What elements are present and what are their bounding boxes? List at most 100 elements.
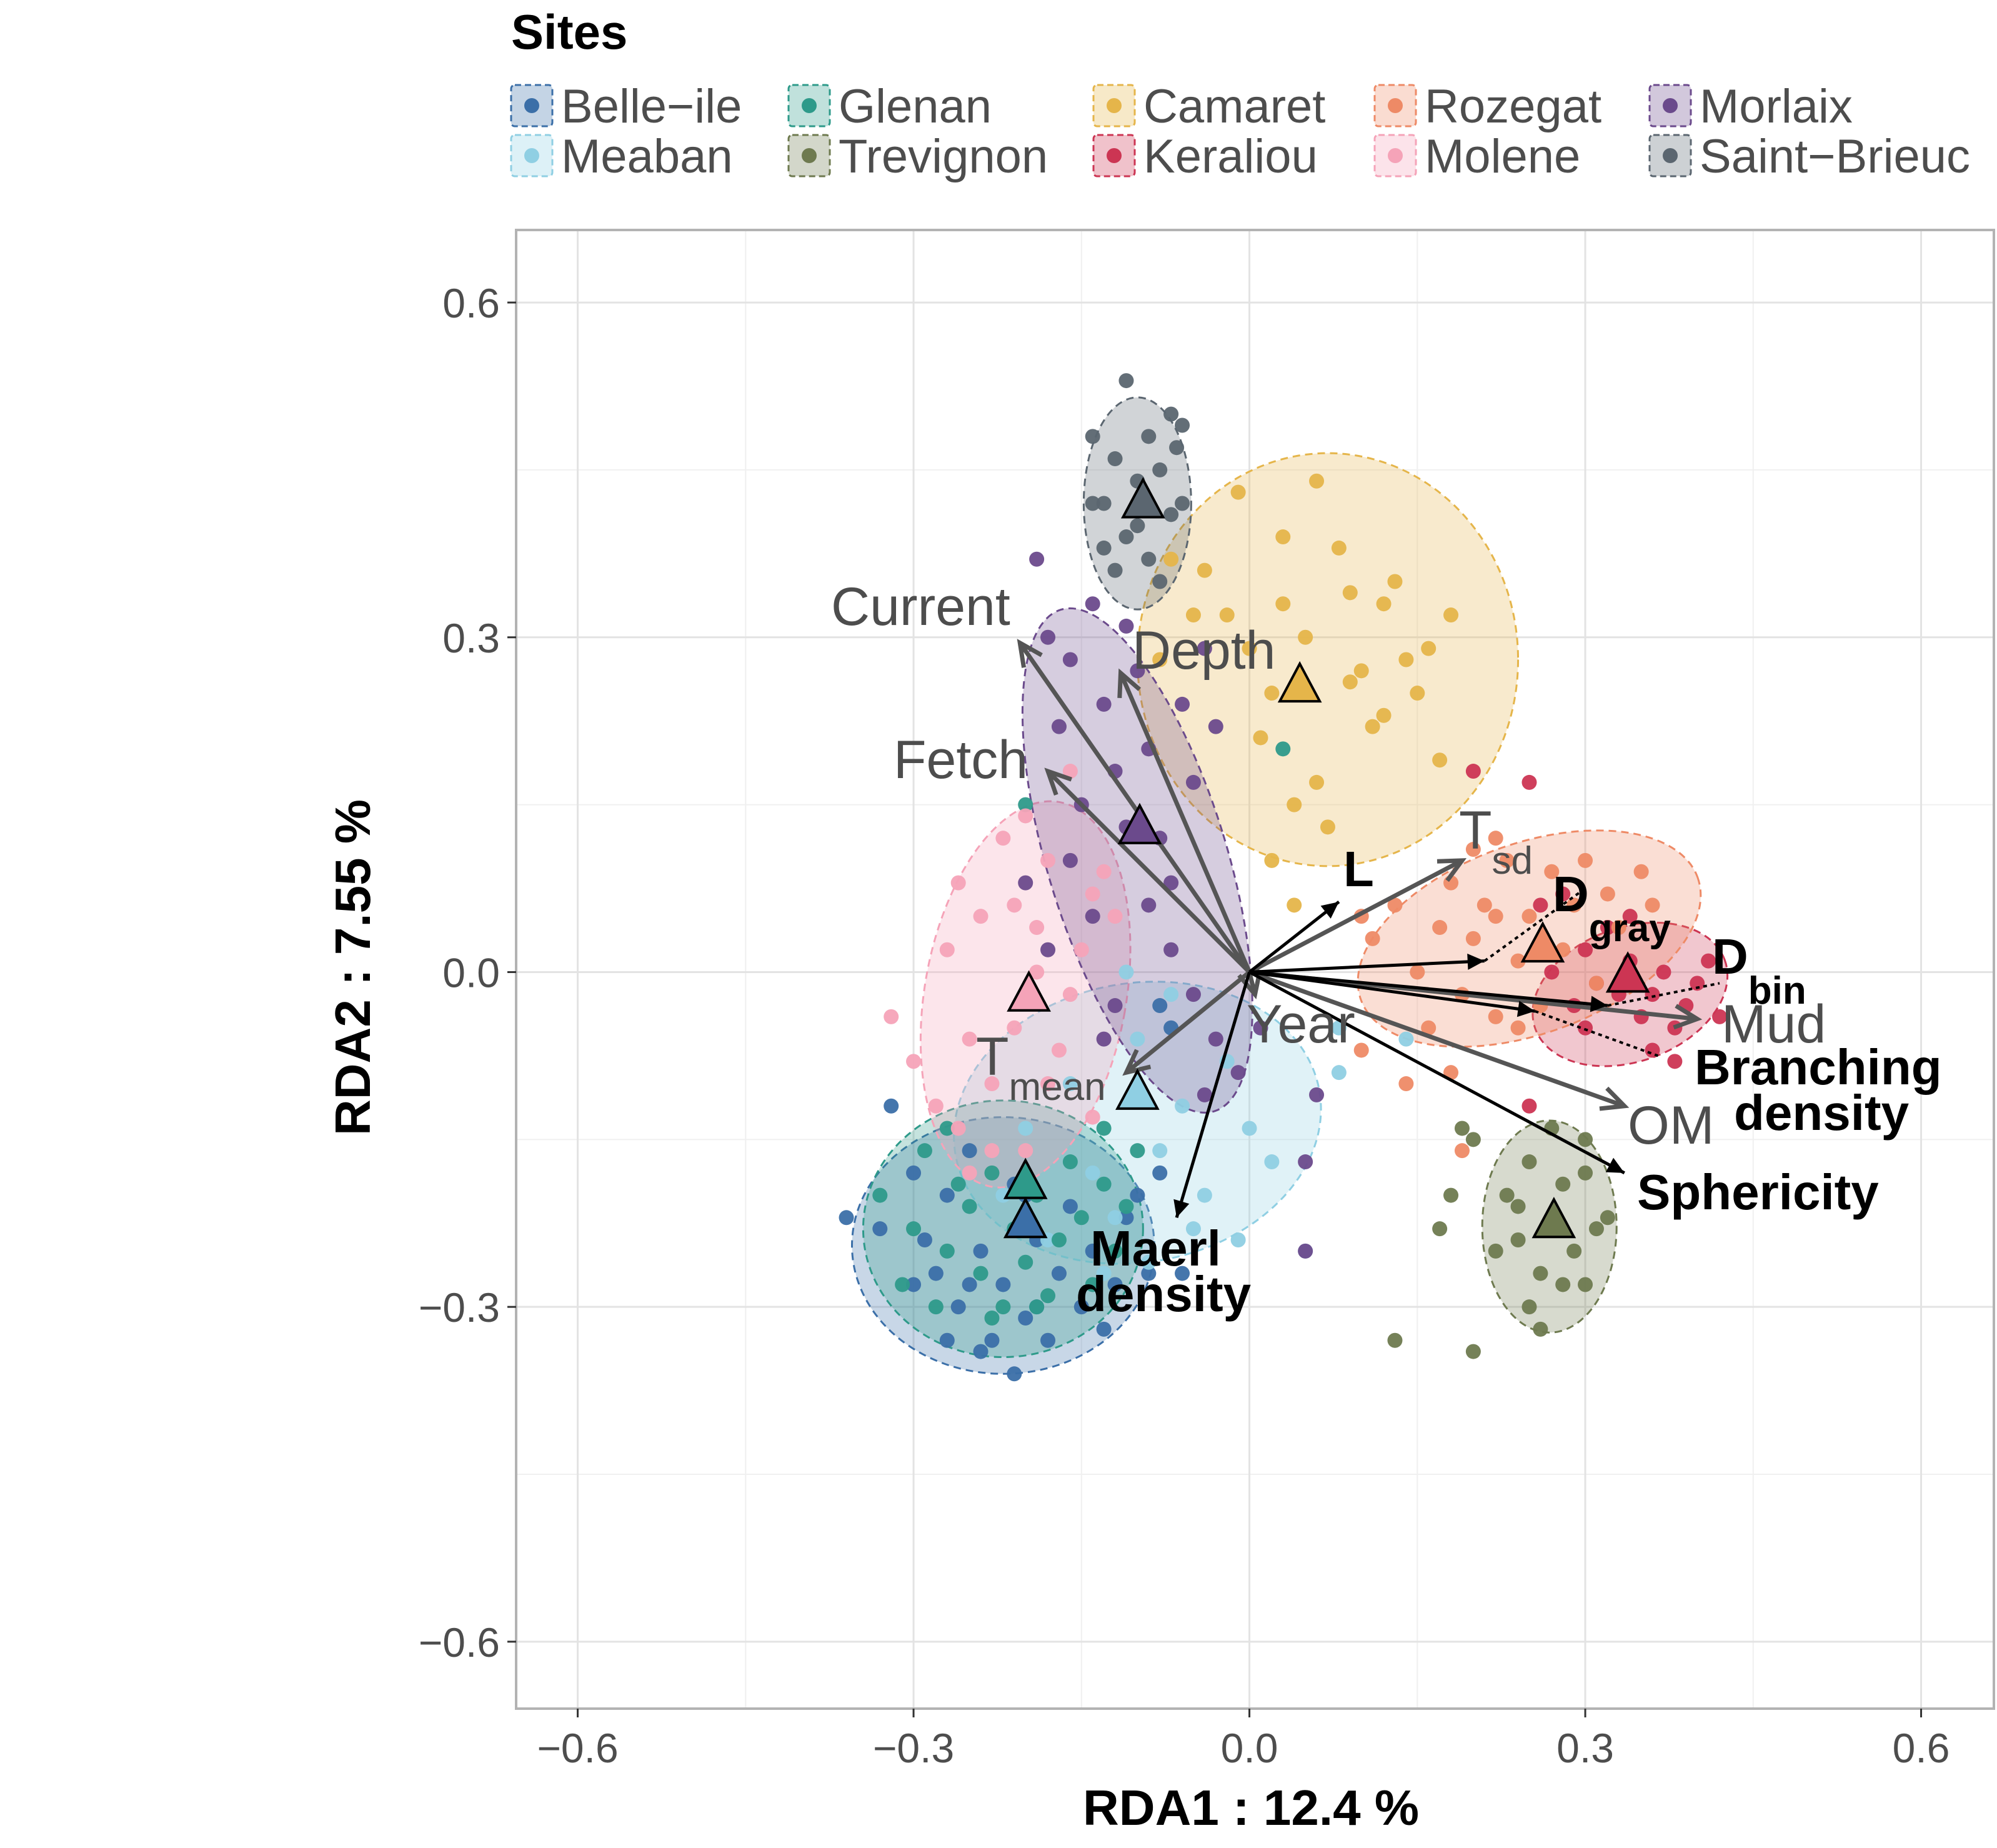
point-Camaret: [1387, 574, 1403, 589]
point-Belle−ile: [917, 1232, 932, 1248]
point-Molene: [939, 942, 955, 957]
point-Trevignon: [1566, 1243, 1582, 1259]
vector-label-Fetch: Fetch: [894, 730, 1028, 790]
point-Rozegat: [1600, 886, 1615, 902]
legend-label-Camaret: Camaret: [1143, 80, 1325, 133]
point-Morlaix: [1085, 909, 1100, 924]
vector-T: [1125, 970, 1251, 1074]
vector-label-Maerl density: Maerl density: [1076, 1221, 1252, 1322]
point-Saint−Brieuc: [1096, 540, 1112, 556]
point-Morlaix: [1062, 652, 1078, 667]
point-Saint−Brieuc: [1141, 429, 1157, 444]
point-Morlaix: [1018, 875, 1033, 891]
point-Trevignon: [1465, 1344, 1481, 1359]
y-tick-label: −0.3: [419, 1284, 500, 1331]
point-Belle−ile: [962, 1277, 977, 1292]
point-Molene: [1007, 1020, 1022, 1036]
point-Molene: [1040, 1076, 1056, 1092]
point-Molene: [1096, 864, 1112, 879]
point-Trevignon: [1578, 1165, 1593, 1181]
point-Meaban: [1242, 1121, 1257, 1136]
point-Camaret: [1398, 652, 1414, 667]
point-Rozegat: [1365, 931, 1380, 946]
point-Molene: [906, 1054, 922, 1069]
legend-label-Belle−ile: Belle−ile: [561, 80, 742, 133]
point-Meaban: [1163, 987, 1179, 1002]
vector-label-Tsd: Tsd: [1459, 801, 1533, 882]
vector-label-Current: Current: [831, 577, 1010, 637]
y-axis-title: RDA2 : 7.55 %: [325, 799, 381, 1136]
legend-label-Saint−Brieuc: Saint−Brieuc: [1700, 130, 1970, 183]
point-Belle−ile: [1073, 1299, 1089, 1315]
point-Molene: [1040, 852, 1056, 868]
vector-head-L: [1320, 901, 1339, 919]
point-Keraliou: [1578, 1020, 1593, 1036]
point-Rozegat: [1566, 897, 1582, 913]
point-Rozegat: [1488, 909, 1503, 924]
point-Meaban: [1062, 1076, 1078, 1092]
point-Belle−ile: [995, 1277, 1011, 1292]
point-Camaret: [1309, 473, 1325, 489]
point-Rozegat: [1510, 1020, 1526, 1036]
vector-head-D: [1590, 996, 1608, 1012]
point-Morlaix: [1185, 987, 1201, 1002]
vector-head-T: [1122, 1049, 1152, 1076]
point-Camaret: [1287, 897, 1302, 913]
point-Morlaix: [1141, 897, 1157, 913]
legend-label-Glenan: Glenan: [839, 80, 992, 133]
point-Morlaix: [1230, 1065, 1246, 1081]
point-Belle−ile: [1118, 1210, 1134, 1226]
point-Meaban: [1141, 1254, 1157, 1270]
point-Trevignon: [1443, 1187, 1459, 1203]
point-Camaret: [1443, 607, 1459, 623]
x-tick-label: −0.3: [873, 1725, 954, 1771]
point-Rozegat: [1633, 864, 1649, 879]
point-Camaret: [1376, 707, 1392, 723]
point-Camaret: [1432, 752, 1448, 768]
x-axis-title: RDA1 : 12.4 %: [1083, 1780, 1419, 1836]
point-Trevignon: [1432, 1221, 1448, 1237]
point-Trevignon: [1555, 1277, 1571, 1292]
point-Glenan: [1118, 1199, 1134, 1214]
point-Glenan: [917, 1143, 932, 1159]
grid-major: [516, 230, 1994, 1709]
point-Belle−ile: [1018, 1311, 1033, 1326]
point-Belle−ile: [928, 1266, 944, 1281]
point-Trevignon: [1533, 1321, 1548, 1337]
point-Camaret: [1353, 663, 1369, 679]
point-Meaban: [1398, 1031, 1414, 1047]
point-Meaban: [1331, 1065, 1347, 1081]
point-Morlaix: [1197, 641, 1212, 656]
point-Belle−ile: [1107, 1277, 1123, 1292]
vector-label-Dgray: Dgray: [1553, 866, 1671, 950]
point-Camaret: [1309, 774, 1325, 790]
point-Belle−ile: [872, 1221, 888, 1237]
point-Rozegat: [1611, 920, 1626, 936]
point-Rozegat: [1387, 897, 1403, 913]
legend-dot-Meaban: [524, 148, 539, 163]
point-Camaret: [1152, 652, 1168, 667]
legend-dot-Trevignon: [802, 148, 817, 163]
vector-label-Year: Year: [1247, 994, 1355, 1054]
point-Saint−Brieuc: [1175, 496, 1190, 511]
site-centroids: [1003, 477, 1650, 1239]
vector-L: [1248, 901, 1340, 974]
point-Rozegat: [1645, 897, 1660, 913]
point-Molene: [1018, 808, 1033, 824]
point-Morlaix: [1208, 1031, 1223, 1047]
vector-dotted-extension: [1483, 887, 1586, 962]
point-Meaban: [1130, 1031, 1145, 1047]
y-tick-label: 0.0: [442, 949, 500, 996]
point-Morlaix: [1130, 663, 1145, 679]
point-Trevignon: [1533, 1266, 1548, 1281]
point-Saint−Brieuc: [1152, 462, 1168, 477]
point-Belle−ile: [984, 1332, 1000, 1348]
point-Meaban: [1018, 1121, 1033, 1136]
y-tick-label: 0.3: [442, 615, 500, 661]
point-Saint−Brieuc: [1169, 440, 1185, 456]
point-Morlaix: [1051, 719, 1067, 734]
centroid-Rozegat: [1520, 921, 1565, 963]
point-Molene: [928, 1098, 944, 1114]
point-Trevignon: [1521, 1154, 1537, 1170]
